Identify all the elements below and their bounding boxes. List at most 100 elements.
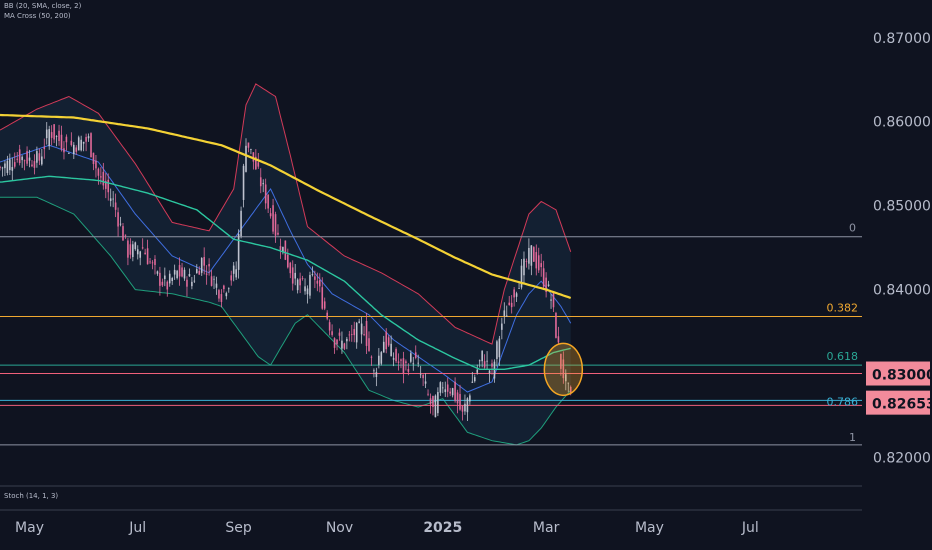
candle-body xyxy=(498,338,501,358)
x-tick-label: Nov xyxy=(326,520,353,536)
candle-body xyxy=(168,273,171,284)
candle-body xyxy=(291,267,294,284)
candle-body xyxy=(267,194,269,209)
candle-body xyxy=(513,289,515,298)
candle-body xyxy=(486,360,488,362)
candle-body xyxy=(444,389,447,392)
candle-body xyxy=(282,246,284,253)
candle-body xyxy=(146,248,149,265)
candle-body xyxy=(92,152,95,165)
x-tick-label: Jul xyxy=(128,520,146,536)
fib-label: 0.382 xyxy=(827,301,859,314)
y-tick-label: 0.82000 xyxy=(873,450,931,466)
candle-body xyxy=(336,339,338,345)
candle-body xyxy=(215,283,218,288)
candle-body xyxy=(496,341,498,359)
candle-body xyxy=(252,152,255,162)
candle-body xyxy=(478,360,481,362)
candle-body xyxy=(227,288,230,290)
candle-body xyxy=(9,159,11,171)
candle-body xyxy=(141,247,144,249)
candle-body xyxy=(304,286,306,292)
candle-body xyxy=(235,269,237,278)
ma50-line xyxy=(0,175,571,370)
candle-body xyxy=(186,279,188,287)
candlesticks xyxy=(0,122,572,422)
candle-body xyxy=(53,124,55,140)
candle-body xyxy=(82,141,85,144)
candle-body xyxy=(373,370,375,372)
candle-body xyxy=(459,394,461,410)
candle-body xyxy=(461,405,464,412)
candle-body xyxy=(21,156,23,161)
candle-body xyxy=(508,302,511,306)
candle-body xyxy=(274,214,277,236)
candle-body xyxy=(533,247,535,262)
candle-body xyxy=(43,147,46,150)
candle-body xyxy=(535,252,538,269)
candle-body xyxy=(537,255,540,271)
bb-indicator-label[interactable]: BB (20, SMA, close, 2) xyxy=(4,2,82,10)
candle-body xyxy=(510,302,513,308)
candle-body xyxy=(250,149,252,150)
candle-body xyxy=(299,278,301,286)
ma-cross-indicator-label[interactable]: MA Cross (50, 200) xyxy=(4,12,71,20)
candle-body xyxy=(136,249,139,255)
candle-body xyxy=(483,361,486,368)
candle-body xyxy=(343,343,346,349)
candle-body xyxy=(309,274,311,296)
candle-body xyxy=(119,223,122,225)
candle-body xyxy=(488,370,491,374)
bb-lower-line xyxy=(0,196,572,446)
highlight-circle xyxy=(543,342,584,397)
candle-body xyxy=(245,145,247,172)
candle-body xyxy=(370,356,373,358)
stoch-indicator-label[interactable]: Stoch (14, 1, 3) xyxy=(4,492,59,500)
candle-body xyxy=(178,264,181,277)
candle-body xyxy=(301,278,304,279)
candle-body xyxy=(132,244,134,258)
candle-body xyxy=(109,198,112,201)
candle-body xyxy=(449,391,451,394)
candle-body xyxy=(360,323,363,335)
candle-body xyxy=(520,265,523,288)
time-axis[interactable]: May Jul Sep Nov 2025 Mar May Jul xyxy=(15,520,759,536)
candle-body xyxy=(338,332,341,336)
candle-body xyxy=(550,299,552,301)
candle-body xyxy=(237,233,240,270)
candle-body xyxy=(528,247,530,264)
candle-body xyxy=(542,268,545,287)
candle-body xyxy=(112,198,114,200)
candle-body xyxy=(289,262,292,274)
bb-basis-line xyxy=(0,144,572,393)
candle-body xyxy=(316,280,319,284)
y-tick-label: 0.84000 xyxy=(873,283,931,299)
candle-body xyxy=(48,129,50,147)
x-tick-label: Jul xyxy=(741,520,759,536)
candle-body xyxy=(26,151,28,164)
candle-body xyxy=(247,142,250,148)
candle-body xyxy=(31,164,33,167)
candle-body xyxy=(154,258,156,265)
candle-body xyxy=(11,167,14,171)
candle-body xyxy=(491,363,493,367)
candle-body xyxy=(331,331,333,335)
candle-body xyxy=(166,281,169,290)
price-axis[interactable]: 0.87000 0.86000 0.85000 0.84000 0.82000 xyxy=(873,31,931,467)
highlight-ellipse xyxy=(543,342,584,397)
candle-body xyxy=(203,257,205,266)
candle-body xyxy=(552,292,555,308)
candle-body xyxy=(124,234,127,236)
candle-body xyxy=(198,270,201,275)
candle-body xyxy=(6,160,9,173)
candle-body xyxy=(55,136,58,137)
candle-body xyxy=(176,270,178,279)
candle-body xyxy=(232,265,235,274)
candle-body xyxy=(382,341,385,353)
candle-body xyxy=(144,252,146,255)
candle-body xyxy=(95,160,97,169)
candle-body xyxy=(134,242,137,250)
candle-body xyxy=(346,338,348,342)
candle-body xyxy=(114,202,117,210)
